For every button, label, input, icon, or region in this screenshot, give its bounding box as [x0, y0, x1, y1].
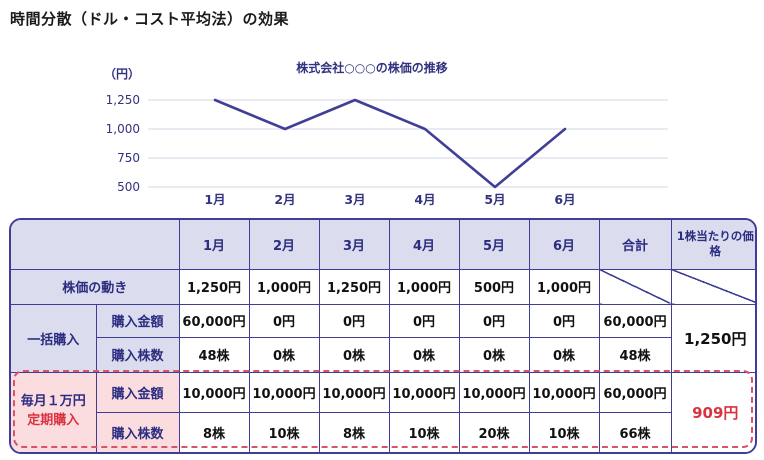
lump-amount-cell: 0円	[248, 303, 320, 338]
lump-shares-cell: 0株	[458, 336, 530, 373]
slash-cell-per-share	[670, 268, 755, 305]
monthly-amount-cell: 10,000円	[388, 371, 460, 413]
chart-y-axis-unit: （円）	[104, 66, 140, 81]
svg-text:5月: 5月	[484, 192, 505, 207]
lump-shares-label: 購入株数	[95, 336, 180, 373]
lump-amount-cell: 60,000円	[178, 303, 250, 338]
price-cell: 1,000円	[528, 268, 600, 305]
monthly-shares-label: 購入株数	[95, 411, 180, 452]
monthly-per-share-price: 909円	[670, 371, 755, 452]
monthly-amount-cell: 10,000円	[178, 371, 250, 413]
monthly-shares-cell: 8株	[178, 411, 250, 452]
slash-cell-total	[598, 268, 672, 305]
monthly-shares-row: 購入株数 8株 10株 8株 10株 20株 10株 66株	[11, 411, 755, 452]
lump-shares-cell: 0株	[318, 336, 390, 373]
lump-per-share-price: 1,250円	[670, 303, 755, 373]
lump-amount-cell: 0円	[388, 303, 460, 338]
monthly-purchase-label: 毎月１万円 定期購入	[11, 371, 97, 452]
lump-purchase-label: 一括購入	[11, 303, 97, 373]
chart-title: 株式会社○○○の株価の推移	[296, 60, 447, 75]
lump-shares-row: 購入株数 48株 0株 0株 0株 0株 0株 48株	[11, 336, 755, 373]
monthly-amount-cell: 10,000円	[458, 371, 530, 413]
chart-canvas: 1,250 1,000 750 500 1月 2月 3月 4月 5月 6月 株式会社○○○の株価…	[104, 60, 668, 207]
header-blank-cell	[11, 220, 180, 270]
price-cell: 1,250円	[178, 268, 250, 305]
svg-text:3月: 3月	[344, 192, 365, 207]
chart-y-tick-labels: 1,250 1,000 750 500	[106, 93, 140, 194]
stock-price-row-label: 株価の動き	[11, 268, 180, 305]
header-per-share-price: 1株当たりの価格	[670, 220, 755, 270]
lump-shares-cell: 48株	[178, 336, 250, 373]
monthly-shares-total: 66株	[598, 411, 672, 452]
svg-text:6月: 6月	[554, 192, 575, 207]
header-month-1: 1月	[178, 220, 250, 270]
lump-amount-cell: 0円	[528, 303, 600, 338]
monthly-amount-cell: 10,000円	[318, 371, 390, 413]
header-month-2: 2月	[248, 220, 320, 270]
svg-text:2月: 2月	[274, 192, 295, 207]
header-total: 合計	[598, 220, 672, 270]
price-cell: 500円	[458, 268, 530, 305]
monthly-amount-row: 毎月１万円 定期購入 購入金額 10,000円 10,000円 10,000円 …	[11, 371, 755, 452]
price-cell: 1,000円	[388, 268, 460, 305]
header-month-5: 5月	[458, 220, 530, 270]
price-cell: 1,000円	[248, 268, 320, 305]
monthly-shares-cell: 10株	[388, 411, 460, 452]
monthly-shares-cell: 10株	[248, 411, 320, 452]
lump-amount-cell: 0円	[318, 303, 390, 338]
monthly-shares-cell: 10株	[528, 411, 600, 452]
svg-text:1月: 1月	[204, 192, 225, 207]
purchase-comparison-table: 1月 2月 3月 4月 5月 6月 合計 1株当たりの価格 株価の動き 1,25…	[9, 218, 757, 454]
monthly-label-line2: 定期購入	[27, 413, 80, 429]
lump-shares-cell: 0株	[528, 336, 600, 373]
svg-text:1,000: 1,000	[106, 122, 140, 136]
lump-amount-cell: 0円	[458, 303, 530, 338]
price-line-series	[213, 98, 567, 189]
header-month-6: 6月	[528, 220, 600, 270]
monthly-shares-cell: 8株	[318, 411, 390, 452]
monthly-label-line1: 毎月１万円	[20, 394, 86, 410]
lump-shares-total: 48株	[598, 336, 672, 373]
header-month-3: 3月	[318, 220, 390, 270]
lump-amount-row: 一括購入 購入金額 60,000円 0円 0円 0円 0円 0円 60,000円…	[11, 303, 755, 373]
monthly-amount-label: 購入金額	[95, 371, 180, 413]
lump-shares-cell: 0株	[248, 336, 320, 373]
monthly-amount-cell: 10,000円	[528, 371, 600, 413]
monthly-shares-cell: 20株	[458, 411, 530, 452]
stock-price-row: 株価の動き 1,250円 1,000円 1,250円 1,000円 500円 1…	[11, 268, 755, 305]
lump-shares-cell: 0株	[388, 336, 460, 373]
monthly-amount-total: 60,000円	[598, 371, 672, 413]
price-cell: 1,250円	[318, 268, 390, 305]
chart-gridlines	[148, 99, 668, 188]
svg-text:750: 750	[117, 151, 140, 165]
table-header-row: 1月 2月 3月 4月 5月 6月 合計 1株当たりの価格	[11, 220, 755, 270]
chart-x-tick-labels: 1月 2月 3月 4月 5月 6月	[204, 192, 575, 207]
svg-text:1,250: 1,250	[106, 93, 140, 107]
monthly-amount-cell: 10,000円	[248, 371, 320, 413]
svg-text:4月: 4月	[414, 192, 435, 207]
lump-amount-total: 60,000円	[598, 303, 672, 338]
svg-text:500: 500	[117, 180, 140, 194]
stock-price-line-chart: 1,250 1,000 750 500 1月 2月 3月 4月 5月 6月 株式会社○○○の株価…	[0, 55, 764, 215]
comparison-table: 1月 2月 3月 4月 5月 6月 合計 1株当たりの価格 株価の動き 1,25…	[11, 220, 755, 452]
page-title: 時間分散（ドル・コスト平均法）の効果	[10, 10, 290, 28]
lump-amount-label: 購入金額	[95, 303, 180, 338]
header-month-4: 4月	[388, 220, 460, 270]
